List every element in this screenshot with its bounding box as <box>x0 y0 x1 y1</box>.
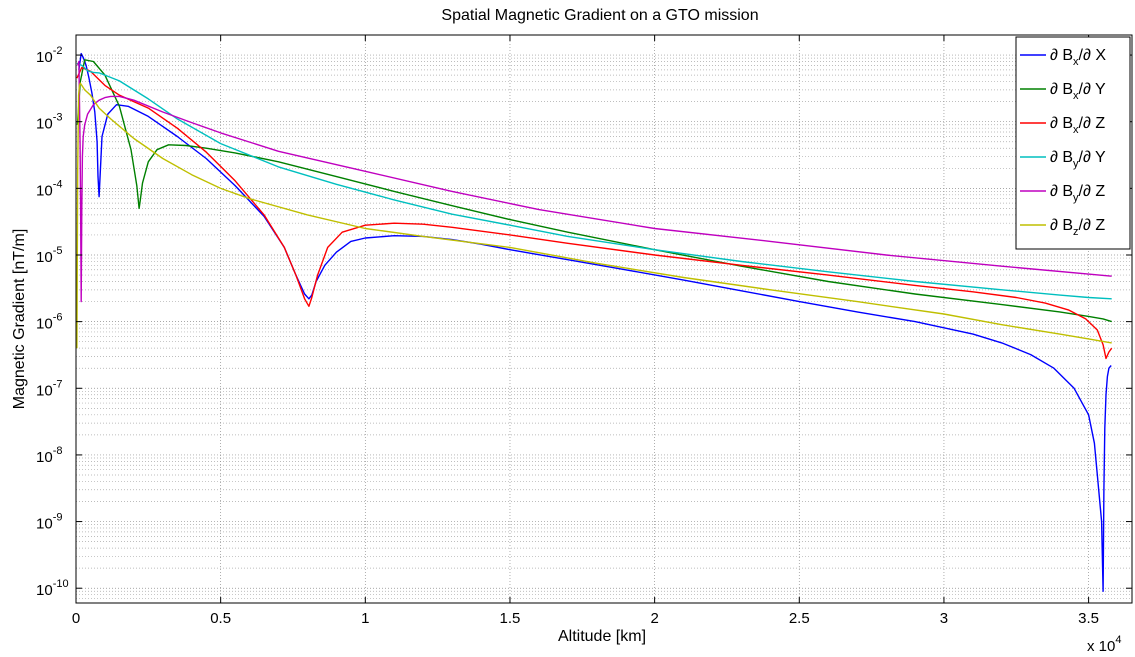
legend-label-main: ∂ B <box>1050 81 1073 98</box>
y-tick-label-exponent: -7 <box>53 378 63 390</box>
y-tick-label-exponent: -8 <box>53 445 63 457</box>
y-tick-label-base: 10 <box>36 382 53 399</box>
y-tick-label-base: 10 <box>36 582 53 599</box>
legend-label-tail: /∂ Z <box>1079 217 1106 234</box>
x-tick-label: 3 <box>940 610 948 627</box>
y-tick-label: 10-6 <box>36 312 62 333</box>
y-tick-label: 10-3 <box>36 112 62 133</box>
y-tick-label-base: 10 <box>36 316 53 333</box>
x-axis-multiplier: x 104 <box>1087 634 1121 655</box>
legend-label-tail: /∂ Y <box>1079 149 1107 166</box>
y-tick-label-base: 10 <box>36 516 53 533</box>
y-tick-label: 10-9 <box>36 512 62 533</box>
x-axis-multiplier-exponent: 4 <box>1115 634 1121 646</box>
x-axis-title: Altitude [km] <box>558 628 646 645</box>
legend-label-main: ∂ B <box>1050 183 1073 200</box>
y-tick-label-exponent: -2 <box>53 45 63 57</box>
legend-label-tail: /∂ Z <box>1079 115 1106 132</box>
y-tick-label-base: 10 <box>36 249 53 266</box>
legend-label-main: ∂ B <box>1050 217 1073 234</box>
y-tick-label-base: 10 <box>36 49 53 66</box>
y-tick-label-exponent: -10 <box>53 578 69 590</box>
legend-label-tail: /∂ X <box>1079 47 1107 64</box>
x-tick-label: 1 <box>361 610 369 627</box>
y-tick-label: 10-7 <box>36 378 62 399</box>
x-tick-label: 3.5 <box>1078 610 1099 627</box>
legend-label-main: ∂ B <box>1050 115 1073 132</box>
y-tick-label: 10-8 <box>36 445 62 466</box>
x-tick-label: 1.5 <box>500 610 521 627</box>
y-tick-label-exponent: -5 <box>53 245 63 257</box>
y-tick-label: 10-2 <box>36 45 62 66</box>
x-tick-label: 2.5 <box>789 610 810 627</box>
y-tick-label-base: 10 <box>36 182 53 199</box>
x-tick-label: 0 <box>72 610 80 627</box>
y-tick-label-exponent: -4 <box>53 178 63 190</box>
legend-label-tail: /∂ Y <box>1079 81 1107 98</box>
y-axis-title: Magnetic Gradient [nT/m] <box>11 229 28 410</box>
legend: ∂ Bx/∂ X∂ Bx/∂ Y∂ Bx/∂ Z∂ By/∂ Y∂ By/∂ Z… <box>1016 37 1130 249</box>
legend-label-main: ∂ B <box>1050 47 1073 64</box>
y-tick-label: 10-4 <box>36 178 62 199</box>
x-axis-multiplier-base: x 10 <box>1087 638 1115 655</box>
legend-label-tail: /∂ Z <box>1079 183 1106 200</box>
chart-title: Spatial Magnetic Gradient on a GTO missi… <box>441 7 758 24</box>
y-tick-label-base: 10 <box>36 116 53 133</box>
x-tick-label: 2 <box>650 610 658 627</box>
y-tick-label: 10-5 <box>36 245 62 266</box>
y-tick-label-exponent: -9 <box>53 512 63 524</box>
legend-label-main: ∂ B <box>1050 149 1073 166</box>
y-tick-label-exponent: -3 <box>53 112 63 124</box>
x-tick-label: 0.5 <box>210 610 231 627</box>
y-tick-label: 10-10 <box>36 578 69 599</box>
y-tick-label-base: 10 <box>36 449 53 466</box>
y-tick-label-exponent: -6 <box>53 312 63 324</box>
